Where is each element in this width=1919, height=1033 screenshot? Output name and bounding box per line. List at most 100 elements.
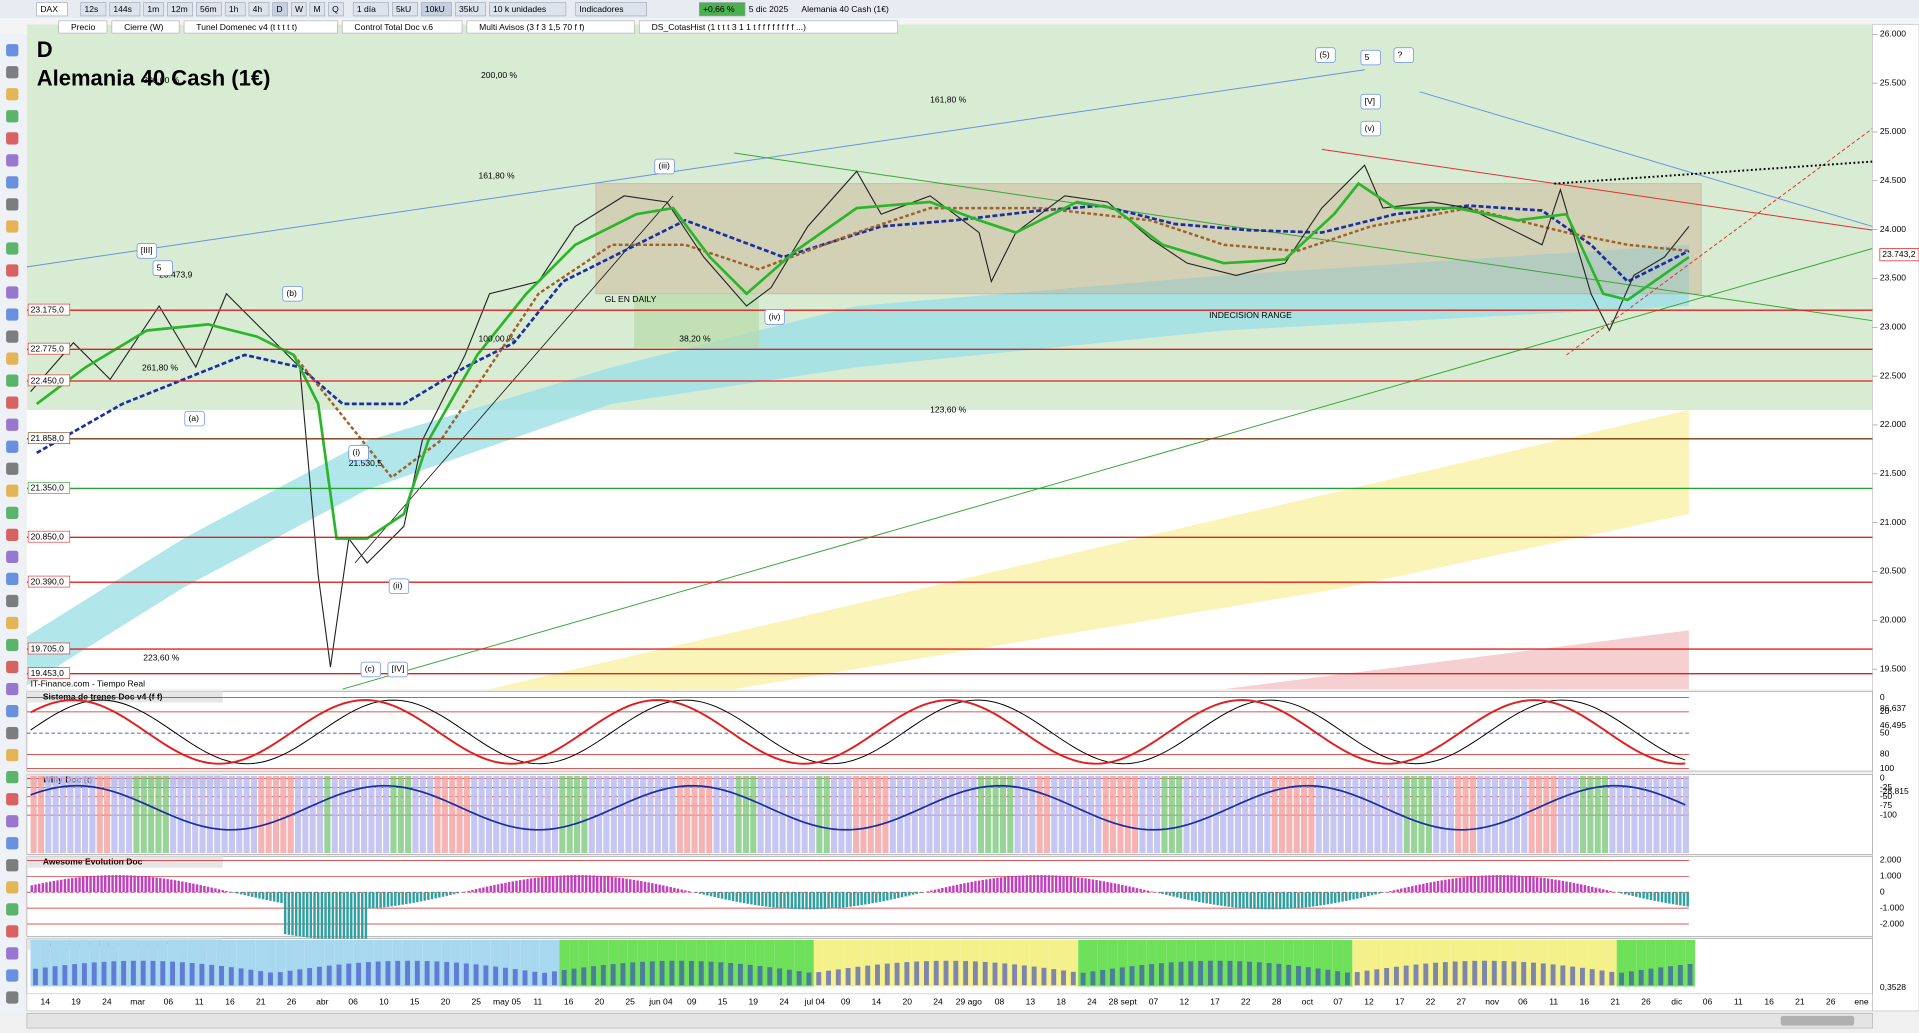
button-label[interactable]: M (314, 4, 321, 14)
tool-icon[interactable] (6, 660, 19, 674)
tool-icon[interactable] (6, 220, 19, 233)
tool-icon[interactable] (6, 154, 19, 167)
tool-icon[interactable] (6, 198, 19, 211)
tool-icon[interactable] (6, 110, 19, 123)
tool-icon[interactable] (6, 396, 19, 409)
tab-label[interactable]: Tunel Domenec v4 (t t t t t) (196, 22, 297, 32)
tab[interactable] (183, 20, 338, 34)
button-label[interactable]: 144s (113, 4, 132, 14)
strength-block (999, 939, 1010, 987)
button[interactable] (109, 2, 141, 17)
tool-icon[interactable] (6, 484, 19, 497)
button[interactable] (143, 2, 165, 17)
button[interactable] (392, 2, 418, 17)
tool-icon[interactable] (6, 66, 19, 79)
button[interactable] (309, 2, 326, 17)
button[interactable] (272, 2, 288, 17)
button[interactable] (352, 2, 390, 17)
level-tag (27, 482, 71, 494)
tab[interactable] (58, 20, 108, 34)
button[interactable] (488, 2, 567, 17)
histogram-bar (247, 892, 250, 897)
tab-label[interactable]: Control Total Doc v.6 (354, 22, 433, 32)
button-label[interactable]: Q (332, 4, 339, 14)
tool-icon[interactable] (6, 506, 19, 519)
tool-icon[interactable] (6, 793, 19, 806)
button[interactable] (248, 2, 270, 17)
tab[interactable] (639, 20, 898, 34)
tool-icon[interactable] (6, 462, 19, 475)
button-label[interactable]: D (276, 4, 282, 14)
tool-icon[interactable] (6, 638, 19, 652)
tool-icon[interactable] (6, 991, 19, 1004)
tool-icon[interactable] (6, 704, 19, 718)
tool-icon[interactable] (6, 771, 19, 784)
button[interactable] (575, 2, 647, 17)
button[interactable] (195, 2, 222, 17)
tool-icon[interactable] (6, 682, 19, 696)
button-label[interactable]: 10kU (425, 4, 445, 14)
tool-icon[interactable] (6, 308, 19, 321)
button[interactable] (80, 2, 107, 17)
button[interactable] (167, 2, 193, 17)
tool-icon[interactable] (6, 176, 19, 189)
tab-label[interactable]: Multi Avisos (3 f 3 1,5 70 f f) (479, 22, 584, 32)
tool-icon[interactable] (6, 727, 19, 740)
tool-icon[interactable] (6, 330, 19, 343)
tool-icon[interactable] (6, 286, 19, 299)
tool-icon[interactable] (6, 242, 19, 255)
button-label[interactable]: 1h (229, 4, 239, 14)
tool-icon[interactable] (6, 594, 19, 608)
button[interactable] (36, 2, 68, 17)
tool-icon[interactable] (6, 837, 19, 850)
button-label[interactable]: 1m (147, 4, 159, 14)
tool-icon[interactable] (6, 947, 19, 960)
tool-icon[interactable] (6, 264, 19, 277)
button[interactable] (224, 2, 246, 17)
scroll-thumb[interactable] (1780, 1015, 1855, 1026)
tool-icon[interactable] (6, 352, 19, 365)
button[interactable] (290, 2, 307, 17)
button-label[interactable]: W (295, 4, 304, 14)
tool-icon[interactable] (6, 616, 19, 630)
tool-icon[interactable] (6, 44, 19, 57)
tool-icon[interactable] (6, 132, 19, 145)
tab-label[interactable]: DS_CotasHist (1 t t t 3 1 1 t f f f f f … (652, 22, 807, 32)
tool-icon[interactable] (6, 903, 19, 916)
button-label[interactable]: 56m (200, 4, 217, 14)
button-label[interactable]: 10 k unidades (493, 4, 546, 14)
button[interactable] (328, 2, 344, 17)
button-label[interactable]: 4h (253, 4, 263, 14)
button-label[interactable]: 1 día (357, 4, 376, 14)
tool-icon[interactable] (6, 859, 19, 872)
tab-label[interactable]: Precio (71, 22, 95, 32)
button-label[interactable]: 12m (171, 4, 188, 14)
tool-icon[interactable] (6, 749, 19, 762)
time-label: 07 (1333, 997, 1343, 1007)
tool-icon[interactable] (6, 418, 19, 431)
tool-icon[interactable] (6, 969, 19, 982)
tool-icon[interactable] (6, 925, 19, 938)
tool-icon[interactable] (6, 440, 19, 453)
button-label[interactable]: 35kU (459, 4, 479, 14)
tool-icon[interactable] (6, 88, 19, 101)
tab[interactable] (341, 20, 463, 34)
tab[interactable] (466, 20, 635, 34)
tool-icon[interactable] (6, 550, 19, 564)
tool-icon[interactable] (6, 374, 19, 387)
tool-icon[interactable] (6, 528, 19, 541)
histogram-bar (214, 888, 217, 893)
histogram-bar (1018, 875, 1021, 893)
button-label[interactable]: 12s (84, 4, 98, 14)
tab-label[interactable]: Cierre (W) (124, 22, 164, 32)
tool-icon[interactable] (6, 881, 19, 894)
button-label[interactable]: DAX (40, 4, 58, 14)
tool-icon[interactable] (6, 572, 19, 586)
tab[interactable] (111, 20, 180, 34)
button[interactable] (420, 2, 452, 17)
button-label[interactable]: 5kU (396, 4, 411, 14)
button[interactable] (454, 2, 486, 17)
scrollbar[interactable] (26, 1013, 1873, 1029)
button-label[interactable]: Indicadores (579, 4, 623, 14)
tool-icon[interactable] (6, 815, 19, 828)
